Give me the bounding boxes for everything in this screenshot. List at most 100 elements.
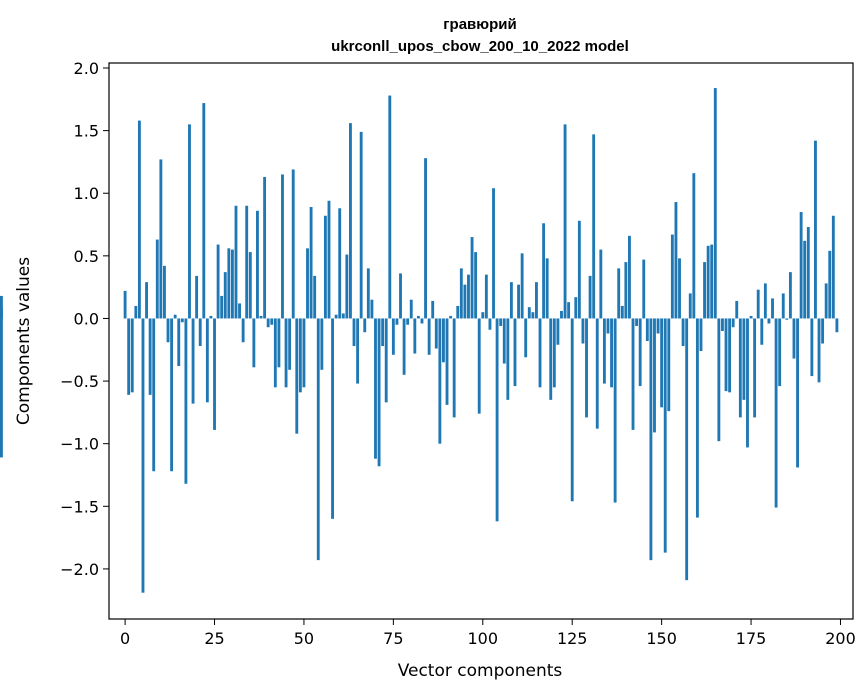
bar-191 [806, 227, 810, 319]
x-tick-label: 150 [646, 629, 677, 648]
bar-5 [141, 318, 145, 593]
bar-115 [535, 282, 538, 319]
bar-46 [288, 318, 292, 370]
bar-121 [556, 318, 560, 345]
bar-144 [638, 318, 642, 387]
bar-62 [345, 254, 349, 319]
bar-148 [653, 318, 656, 433]
bar-undefined [0, 318, 3, 458]
bar-44 [281, 174, 284, 319]
bar-9 [155, 239, 159, 319]
bar-186 [788, 272, 792, 319]
bar-120 [552, 318, 556, 388]
bar-189 [799, 212, 803, 319]
bar-122 [560, 310, 563, 319]
bar-139 [620, 305, 624, 319]
bar-135 [606, 318, 610, 334]
bar-95 [463, 284, 467, 319]
bar-177 [756, 289, 760, 319]
y-tick-label: −1.5 [60, 497, 99, 516]
bar-156 [681, 318, 685, 347]
bar-123 [563, 124, 567, 319]
bar-51 [306, 248, 309, 319]
bar-22 [202, 103, 206, 319]
bar-117 [542, 223, 546, 319]
bar-68 [366, 268, 370, 319]
bar-91 [449, 315, 453, 319]
bar-102 [488, 318, 492, 330]
bar-150 [660, 318, 664, 408]
bar-77 [399, 273, 402, 319]
bar-181 [771, 298, 774, 319]
bar-35 [248, 252, 252, 319]
bar-162 [703, 262, 706, 319]
bar-93 [456, 305, 460, 319]
bar-36 [252, 318, 256, 368]
chart-subtitle: ukrconll_upos_cbow_200_10_2022 model [331, 38, 629, 55]
bar-133 [599, 249, 603, 319]
x-tick-label: 175 [736, 629, 767, 648]
x-axis-label: Vector components [398, 661, 563, 681]
bar-63 [349, 123, 352, 319]
bar-163 [706, 245, 710, 319]
x-tick-label: 200 [825, 629, 856, 648]
bar-145 [642, 259, 646, 319]
bar-87 [434, 318, 438, 349]
bar-28 [223, 272, 227, 319]
bar-64 [352, 318, 356, 347]
bar-18 [188, 124, 191, 319]
bar-undefined [0, 295, 3, 319]
bar-34 [245, 205, 249, 319]
bar-10 [159, 159, 163, 319]
bar-149 [656, 318, 660, 334]
y-tick-label: 0.0 [74, 309, 99, 328]
bar-16 [180, 318, 184, 323]
plot-frame [108, 62, 854, 620]
bar-53 [313, 275, 317, 319]
bar-138 [617, 268, 621, 319]
bar-50 [302, 318, 306, 388]
bar-13 [170, 318, 174, 472]
bar-198 [831, 215, 835, 319]
bar-80 [409, 299, 413, 319]
bar-12 [166, 318, 170, 343]
bar-129 [585, 318, 588, 418]
bar-3 [134, 305, 138, 319]
bar-114 [531, 312, 535, 319]
bar-8 [152, 318, 156, 472]
bar-26 [216, 244, 220, 319]
y-tick-label: 2.0 [74, 59, 99, 78]
y-tick-label: 1.5 [74, 122, 99, 141]
bar-169 [728, 318, 732, 393]
bar-187 [792, 318, 796, 359]
bar-14 [173, 314, 177, 319]
bar-101 [484, 274, 488, 319]
bar-173 [742, 318, 746, 400]
bar-179 [763, 283, 767, 319]
y-axis-ticks: −2.0 −1.5 −1.0 −0.5 0.0 0.5 1.0 1.5 2.0 [60, 59, 109, 579]
bar-119 [549, 318, 553, 400]
bar-42 [273, 318, 277, 388]
bar-94 [459, 268, 463, 319]
bar-165 [713, 88, 717, 319]
bar-67 [363, 318, 367, 333]
bar-124 [567, 302, 571, 319]
bar-40 [266, 318, 270, 328]
bar-92 [452, 318, 456, 418]
bar-29 [227, 248, 231, 319]
bar-126 [574, 297, 578, 319]
bar-65 [356, 318, 360, 384]
bar-143 [635, 318, 639, 326]
bar-166 [717, 318, 721, 442]
bar-19 [191, 318, 195, 404]
bar-196 [824, 283, 828, 319]
bar-84 [424, 158, 427, 319]
bar-85 [427, 318, 431, 355]
bar-192 [810, 318, 814, 377]
bar-106 [502, 318, 506, 364]
bar-60 [338, 208, 342, 319]
bar-32 [238, 303, 241, 319]
bar-152 [667, 318, 671, 412]
bar-series [0, 88, 839, 593]
bar-89 [442, 318, 445, 363]
